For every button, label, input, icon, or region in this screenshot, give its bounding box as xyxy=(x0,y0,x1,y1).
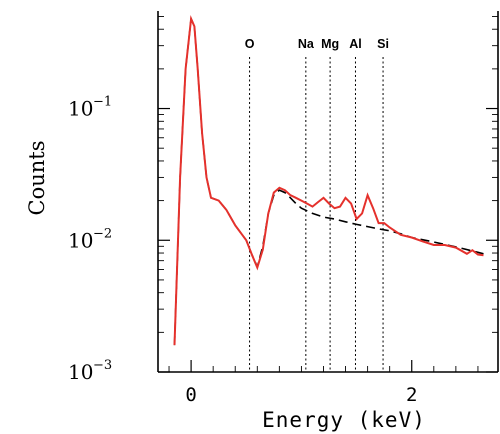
y-tick-exponent: −3 xyxy=(93,358,112,373)
element-label-na: Na xyxy=(298,37,315,51)
axes: 10 −310 −210 −10 2 xyxy=(68,11,499,406)
series-line-dashed xyxy=(173,15,484,346)
element-lines: O Na Mg Al Si xyxy=(245,37,389,372)
y-tick-label: 10 xyxy=(68,97,93,121)
y-tick-label: 10 xyxy=(68,228,93,252)
y-axis-label: Counts xyxy=(25,141,49,216)
element-label-al: Al xyxy=(349,37,362,51)
y-tick-exponent: −2 xyxy=(93,226,112,241)
y-tick-exponent: −1 xyxy=(93,95,112,110)
element-label-mg: Mg xyxy=(321,37,339,51)
x-axis-label: Energy (keV) xyxy=(262,408,426,432)
x-tick-label: 0 xyxy=(185,384,196,406)
x-tick-label: 2 xyxy=(406,384,417,406)
series-line-solid xyxy=(173,14,484,346)
element-label-si: Si xyxy=(377,37,389,51)
series-layer xyxy=(173,14,484,346)
element-label-o: O xyxy=(245,37,255,51)
y-tick-label: 10 xyxy=(68,360,93,384)
